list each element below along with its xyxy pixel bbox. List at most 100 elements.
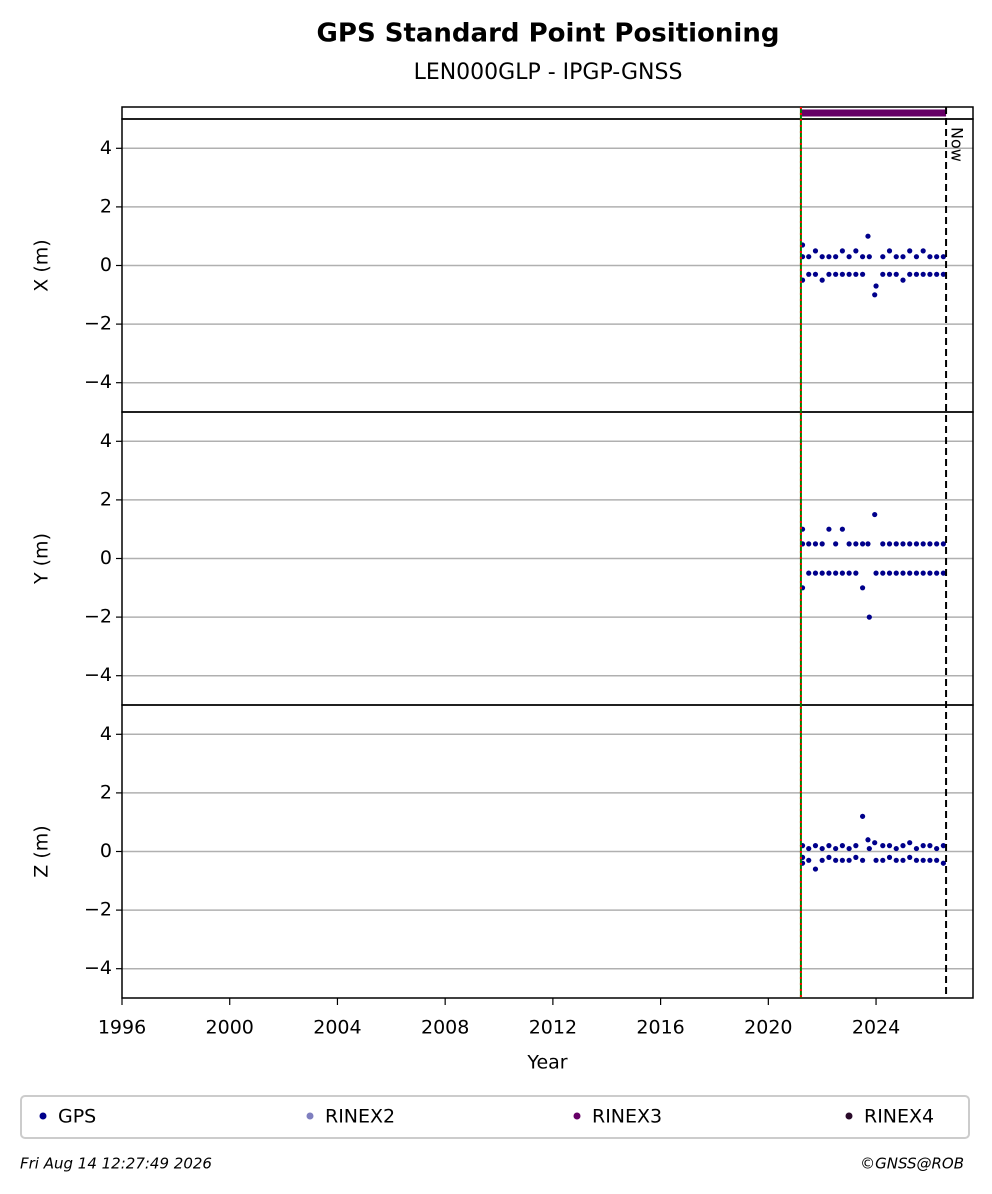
data-point — [833, 570, 839, 576]
data-point — [907, 248, 913, 254]
data-point — [900, 843, 906, 849]
y-tick-label: 4 — [100, 430, 112, 452]
data-point — [907, 840, 913, 846]
data-point — [846, 845, 852, 852]
data-point — [907, 570, 913, 576]
data-point — [907, 541, 913, 547]
data-point — [812, 248, 819, 254]
data-point — [826, 843, 832, 849]
data-point — [900, 857, 906, 863]
data-point — [934, 541, 940, 547]
data-point — [812, 541, 819, 547]
data-point — [853, 271, 859, 277]
data-point — [880, 570, 886, 576]
data-point — [940, 570, 946, 576]
y-tick-label: 4 — [100, 723, 112, 745]
data-point — [893, 845, 899, 852]
y-tick-label: 2 — [100, 488, 112, 510]
legend-marker — [39, 1112, 47, 1120]
data-point — [833, 541, 839, 547]
data-point — [806, 541, 812, 547]
data-point — [873, 857, 879, 863]
x-tick-label: 2004 — [313, 1017, 361, 1039]
data-point — [806, 857, 812, 863]
x-tick-label: 2000 — [206, 1017, 254, 1039]
data-point — [886, 271, 893, 277]
data-point — [819, 254, 825, 260]
y-tick-label: −2 — [84, 606, 112, 628]
data-point — [893, 570, 899, 576]
data-point — [866, 254, 872, 260]
y-tick-label: −2 — [84, 899, 112, 921]
data-point — [886, 570, 893, 576]
data-point — [833, 857, 839, 863]
legend-marker — [573, 1112, 581, 1120]
data-point — [812, 271, 819, 277]
data-point — [859, 585, 866, 591]
data-point — [859, 271, 866, 277]
data-point — [853, 843, 859, 849]
legend-marker — [845, 1112, 853, 1120]
x-tick-label: 2008 — [421, 1017, 469, 1039]
data-point — [886, 248, 893, 254]
data-point — [859, 813, 866, 819]
x-tick-label: 2016 — [636, 1017, 684, 1039]
data-point — [846, 857, 852, 863]
y-tick-label: 2 — [100, 781, 112, 803]
data-point — [819, 541, 825, 547]
data-point — [812, 843, 819, 849]
data-point — [927, 843, 933, 849]
x-tick-label: 2020 — [744, 1017, 792, 1039]
y-axis-label: X (m) — [31, 239, 53, 291]
legend-marker — [306, 1112, 314, 1120]
data-point — [880, 857, 886, 863]
data-point — [940, 271, 946, 277]
data-point — [853, 854, 859, 860]
data-point — [866, 845, 872, 852]
data-point — [846, 271, 852, 277]
y-tick-label: −4 — [84, 664, 112, 686]
data-point — [846, 254, 852, 260]
data-point — [927, 271, 933, 277]
data-point — [913, 254, 920, 260]
data-point — [819, 857, 825, 863]
data-point — [853, 248, 859, 254]
data-point — [819, 277, 825, 283]
data-point — [865, 233, 871, 239]
data-point — [846, 570, 852, 576]
legend-label: RINEX2 — [325, 1106, 395, 1128]
data-point — [927, 857, 933, 863]
data-point — [839, 271, 845, 277]
data-point — [934, 857, 940, 863]
event-label: Now — [948, 127, 967, 162]
data-point — [886, 843, 893, 849]
data-point — [873, 570, 879, 576]
data-point — [927, 541, 933, 547]
y-tick-label: 0 — [100, 547, 112, 569]
legend-label: RINEX3 — [592, 1106, 662, 1128]
data-point — [839, 857, 845, 863]
data-point — [839, 843, 845, 849]
data-point — [873, 283, 879, 289]
legend-label: GPS — [58, 1106, 96, 1128]
data-point — [806, 271, 812, 277]
x-tick-label: 1996 — [98, 1017, 146, 1039]
data-point — [913, 845, 920, 852]
data-point — [934, 271, 940, 277]
data-point — [886, 854, 893, 860]
data-point — [934, 570, 940, 576]
data-point — [934, 845, 940, 852]
chart-title: GPS Standard Point Positioning — [317, 19, 780, 49]
data-point — [940, 541, 946, 547]
data-point — [866, 614, 872, 620]
data-point — [826, 526, 832, 532]
data-point — [865, 837, 871, 843]
data-point — [900, 254, 906, 260]
y-tick-label: 0 — [100, 840, 112, 862]
data-point — [893, 857, 899, 863]
data-point — [900, 570, 906, 576]
data-point — [819, 845, 825, 852]
data-point — [833, 271, 839, 277]
data-point — [920, 271, 926, 277]
